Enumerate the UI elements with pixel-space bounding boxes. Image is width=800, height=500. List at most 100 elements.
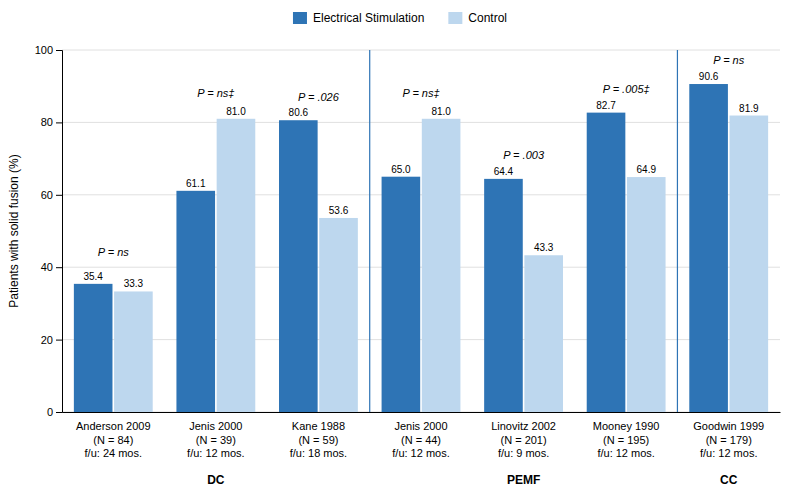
x-tick-label-line: f/u: 24 mos. [85, 447, 142, 459]
x-tick-label-line: Anderson 2009 [76, 420, 151, 432]
y-tick: 80 [41, 116, 62, 128]
group-label: DC [207, 473, 225, 487]
annotation: P = .026 [298, 91, 340, 103]
group-divider [369, 50, 370, 412]
legend-item: Control [448, 11, 507, 25]
group-label: CC [720, 473, 738, 487]
x-axis-line [63, 412, 781, 413]
data-label: 82.7 [596, 100, 616, 111]
x-tick-label-line: Linovitz 2002 [491, 420, 556, 432]
x-tick-label-line: (N = 179) [706, 434, 752, 446]
x-tick: Linovitz 2002(N = 201)f/u: 9 mos. [491, 420, 556, 460]
x-tick-label-line: Jenis 2000 [394, 420, 447, 432]
x-tick: Goodwin 1999 (N = 179)f/u: 12 mos. [693, 420, 764, 460]
group-label: PEMF [507, 473, 540, 487]
grid-line [62, 50, 780, 51]
bar [730, 116, 769, 412]
y-axis-title: Patients with solid fusion (%) [7, 154, 21, 307]
x-tick-label-line: (N = 59) [298, 434, 338, 446]
bar [319, 218, 358, 412]
x-tick-label: Goodwin 1999 (N = 179)f/u: 12 mos. [693, 420, 764, 460]
data-label: 43.3 [534, 242, 554, 253]
group-divider [677, 50, 678, 412]
y-tick: 100 [35, 44, 62, 56]
y-tick-label: 100 [35, 44, 53, 56]
data-label: 64.9 [637, 164, 657, 175]
y-tick-mark [56, 195, 62, 196]
annotation: P = ns‡ [402, 87, 439, 99]
x-tick-label-line: (N = 195) [603, 434, 649, 446]
y-tick-label: 0 [47, 406, 53, 418]
data-label: 33.3 [124, 278, 144, 289]
legend-swatch [448, 12, 462, 24]
annotation: P = .005‡ [603, 83, 650, 95]
grid-line [62, 122, 780, 123]
chart: 020406080100Anderson 2009(N = 84)f/u: 24… [0, 0, 800, 500]
y-axis: 020406080100 [35, 44, 63, 418]
x-tick: Mooney 1990 (N = 195)f/u: 12 mos. [593, 420, 660, 460]
bar [627, 177, 666, 412]
y-tick-mark [56, 267, 62, 268]
x-tick-label-line: (N = 44) [401, 434, 441, 446]
bar [279, 120, 318, 412]
data-label: 65.0 [391, 164, 411, 175]
y-tick: 0 [47, 406, 62, 418]
bar [74, 284, 113, 412]
y-tick-mark [56, 340, 62, 341]
x-tick-label: Mooney 1990 (N = 195)f/u: 12 mos. [593, 420, 660, 460]
x-tick-label-line: Kane 1988 [292, 420, 345, 432]
x-tick-label: Kane 1988 (N = 59)f/u: 18 mos. [290, 420, 347, 460]
y-tick-label: 40 [41, 261, 53, 273]
legend: Electrical Stimulation Control [293, 11, 507, 25]
legend-swatch [293, 12, 307, 24]
y-tick: 20 [41, 334, 62, 346]
x-tick: Jenis 2000 (N = 44)f/u: 12 mos. [392, 420, 449, 460]
data-label: 64.4 [494, 166, 514, 177]
x-tick-label-line: f/u: 18 mos. [290, 447, 347, 459]
data-label: 53.6 [329, 205, 349, 216]
series-bars [114, 116, 768, 412]
x-axis: Anderson 2009 (N = 84)f/u: 24 mos. Jenis 2… [63, 413, 781, 460]
bar [114, 291, 153, 412]
x-tick-label-line: (N = 201) [500, 434, 546, 446]
bar [524, 255, 563, 412]
grid-line [62, 412, 780, 413]
annotation: P = ns [713, 54, 745, 66]
groups: DC PEMF CC [207, 50, 738, 487]
grid-line [62, 339, 780, 340]
y-tick-mark [56, 412, 62, 413]
x-tick-label-line: Goodwin 1999 [693, 420, 764, 432]
bar [422, 119, 461, 412]
x-tick-label-line: f/u: 12 mos. [392, 447, 449, 459]
annotation: P = .003 [503, 149, 545, 161]
bar [382, 177, 421, 412]
x-tick-label: Linovitz 2002(N = 201)f/u: 9 mos. [491, 420, 556, 460]
bars [74, 84, 768, 412]
x-tick: Kane 1988 (N = 59)f/u: 18 mos. [290, 420, 347, 460]
data-label: 90.6 [699, 71, 719, 82]
data-label: 35.4 [83, 271, 103, 282]
bar [484, 179, 523, 412]
x-tick-label-line: (N = 84) [93, 434, 133, 446]
y-tick: 40 [41, 261, 62, 273]
x-tick-label-line: Mooney 1990 [593, 420, 660, 432]
series-bars [74, 84, 728, 412]
grid-line [62, 267, 780, 268]
bar [689, 84, 728, 412]
x-tick-label-line: f/u: 12 mos. [597, 447, 654, 459]
data-label: 61.1 [186, 178, 206, 189]
y-tick-mark [56, 122, 62, 123]
x-tick-label: Jenis 2000 (N = 44)f/u: 12 mos. [392, 420, 449, 460]
legend-item: Electrical Stimulation [293, 11, 424, 25]
bar [176, 191, 215, 412]
data-label: 81.0 [226, 106, 246, 117]
bar [217, 119, 256, 412]
annotation: P = ns‡ [197, 87, 234, 99]
data-label: 80.6 [289, 107, 309, 118]
y-tick-label: 20 [41, 334, 53, 346]
x-tick-label-line: f/u: 12 mos. [700, 447, 757, 459]
legend-label: Control [468, 11, 507, 25]
data-label: 81.0 [431, 106, 451, 117]
legend-label: Electrical Stimulation [313, 11, 424, 25]
x-tick-label: Jenis 2000(N = 39)f/u: 12 mos. [187, 420, 244, 460]
